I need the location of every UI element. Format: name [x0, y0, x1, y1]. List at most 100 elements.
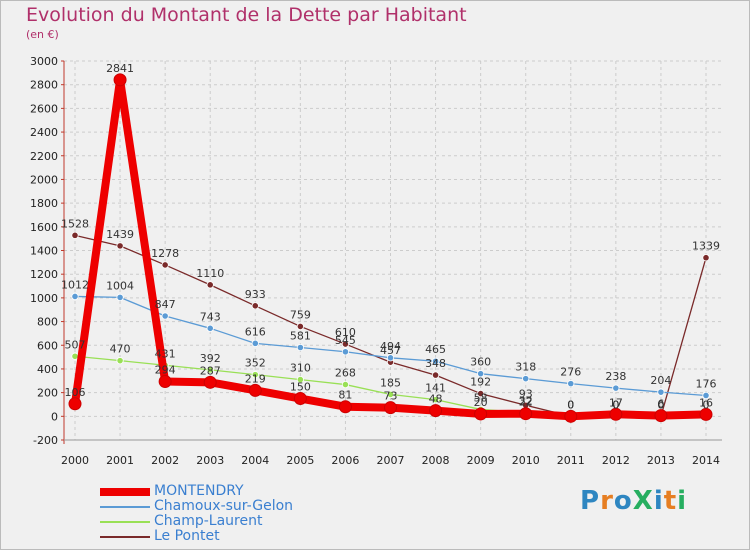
data-label: 743 [200, 310, 221, 323]
data-point [702, 254, 710, 262]
data-point [702, 391, 710, 400]
data-point [431, 357, 440, 365]
data-label: 1339 [692, 240, 720, 253]
data-label: 238 [605, 370, 626, 383]
legend-item: MONTENDRY [100, 483, 380, 499]
data-label: 0 [612, 398, 619, 411]
x-tick-label: 2001 [106, 454, 134, 467]
y-tick-label: 2000 [30, 173, 58, 186]
y-tick-label: 800 [37, 316, 58, 329]
legend-item: Chamoux-sur-Gelon [100, 498, 380, 514]
data-label: 176 [696, 377, 717, 390]
data-label: 22 [519, 396, 533, 409]
data-label: 392 [200, 352, 221, 365]
y-tick-label: 2800 [30, 79, 58, 92]
data-point [612, 384, 620, 392]
data-label: 0 [657, 398, 664, 411]
data-label: 6 [657, 398, 664, 411]
y-tick-label: 1200 [30, 268, 58, 281]
data-label: 141 [425, 382, 446, 395]
y-tick-label: 600 [37, 339, 58, 352]
data-label: 1004 [106, 279, 134, 292]
legend-label: MONTENDRY [154, 483, 244, 499]
data-label: 185 [380, 376, 401, 389]
legend-label: Chamoux-sur-Gelon [154, 498, 294, 514]
proxiti-logo: ProXiti [580, 486, 688, 516]
data-label: 465 [425, 343, 446, 356]
data-label: 348 [425, 357, 446, 370]
y-tick-label: 2200 [30, 150, 58, 163]
data-point [386, 390, 395, 399]
x-tick-label: 2004 [241, 454, 269, 467]
data-label: 106 [65, 386, 86, 399]
y-tick-label: 3000 [30, 55, 58, 68]
data-label: 759 [290, 308, 311, 321]
data-point [206, 324, 214, 332]
data-point [341, 348, 350, 356]
data-point [116, 293, 124, 302]
data-point [477, 370, 485, 378]
y-tick-label: 1800 [30, 197, 58, 210]
data-label: 268 [335, 367, 356, 380]
data-label: 0 [567, 398, 574, 411]
x-tick-label: 2014 [692, 454, 720, 467]
data-label: 318 [515, 361, 536, 374]
data-point [564, 409, 578, 423]
x-tick-label: 2006 [331, 454, 359, 467]
data-point [251, 339, 259, 347]
data-point [384, 401, 397, 415]
legend-item: Le Pontet [100, 528, 380, 544]
data-point [71, 352, 79, 360]
data-point [116, 357, 124, 365]
data-point [609, 407, 623, 421]
legend-swatch [100, 488, 150, 496]
data-label: 310 [290, 362, 311, 375]
data-label: 1012 [61, 278, 89, 291]
data-point [71, 292, 79, 301]
data-label: 1439 [106, 228, 134, 241]
data-label: 616 [245, 325, 266, 338]
x-tick-label: 2010 [512, 454, 540, 467]
x-tick-label: 2011 [557, 454, 585, 467]
data-label: 16 [699, 396, 713, 409]
data-label: 360 [470, 356, 491, 369]
legend: MONTENDRY Chamoux-sur-Gelon Champ-Laurent L… [100, 483, 380, 544]
chart-title: Evolution du Montant de la Dette par Hab… [26, 4, 467, 26]
data-point [431, 396, 440, 404]
data-label: 204 [650, 374, 671, 387]
data-point [251, 302, 259, 310]
y-tick-label: -200 [33, 434, 58, 447]
data-label: 20 [474, 396, 488, 409]
data-label: 0 [703, 398, 710, 411]
y-tick-label: 2600 [30, 102, 58, 115]
data-point [429, 404, 443, 418]
data-point [386, 354, 395, 362]
data-point [206, 366, 214, 374]
legend-swatch [100, 536, 150, 538]
data-label: 17 [609, 396, 623, 409]
x-tick-label: 2005 [286, 454, 314, 467]
data-label: 276 [560, 366, 581, 379]
data-point [477, 389, 485, 398]
data-point [338, 400, 352, 414]
data-label: 2841 [106, 62, 134, 75]
data-point [699, 407, 713, 421]
data-label: 1278 [151, 247, 179, 260]
data-point [161, 261, 169, 269]
data-label: 48 [429, 393, 443, 406]
legend-label: Le Pontet [154, 528, 220, 544]
x-tick-label: 2008 [422, 454, 450, 467]
data-label: 1110 [196, 267, 224, 280]
data-point [206, 281, 214, 289]
y-tick-label: 400 [37, 363, 58, 376]
data-point [567, 380, 575, 388]
x-tick-label: 2013 [647, 454, 675, 467]
x-tick-label: 2002 [151, 454, 179, 467]
data-point [113, 73, 127, 87]
data-label: 545 [335, 334, 356, 347]
y-tick-label: 2400 [30, 126, 58, 139]
data-point [71, 231, 79, 239]
data-label: 0 [612, 398, 619, 411]
data-label: 1528 [61, 217, 89, 230]
